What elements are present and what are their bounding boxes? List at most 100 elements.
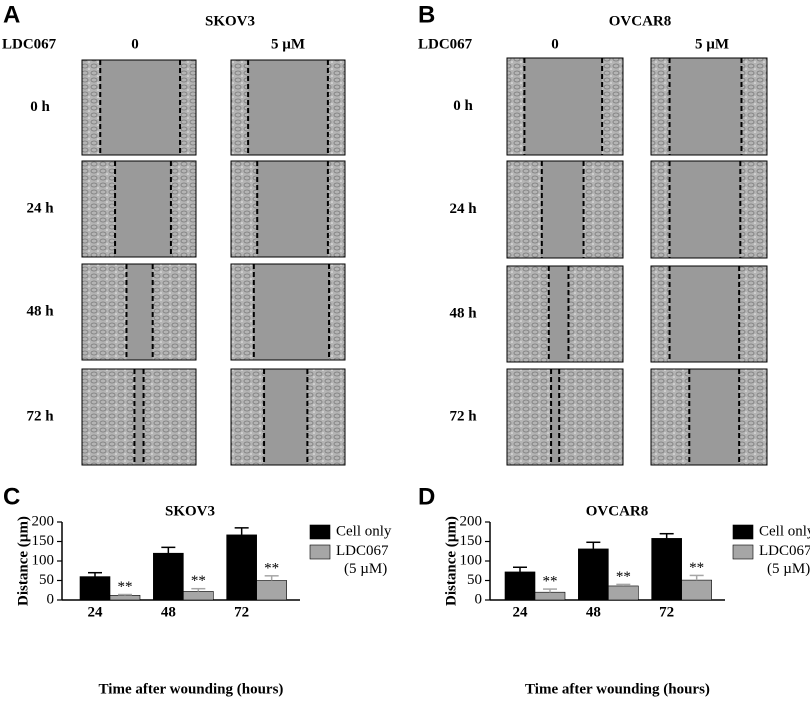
legend-line: LDC067 — [336, 543, 389, 559]
error-bar — [543, 588, 557, 593]
column-header: 5 µM — [271, 36, 305, 52]
panel-label: B — [418, 1, 435, 28]
error-bar — [513, 566, 527, 572]
bar — [534, 591, 566, 601]
significance: ** — [264, 560, 279, 576]
wound-area — [689, 369, 740, 465]
row-label: 0 h — [453, 98, 473, 114]
wound-area — [551, 369, 560, 465]
significance: ** — [118, 579, 133, 595]
error-bar — [616, 583, 631, 586]
legend-swatch — [309, 544, 331, 560]
y-tick-label: 50 — [39, 572, 54, 588]
row-header: LDC067 — [418, 36, 473, 52]
y-tick-label: 150 — [32, 533, 55, 549]
wound-area — [669, 266, 740, 362]
error-bar — [88, 571, 102, 577]
y-tick-label: 200 — [460, 513, 483, 529]
chart-title: OVCAR8 — [586, 503, 649, 519]
wound-area — [669, 58, 742, 155]
legend-line: LDC067 — [759, 543, 810, 559]
legend-label: Cell only — [759, 523, 810, 539]
error-bar — [234, 527, 249, 535]
bar — [608, 585, 639, 601]
micrograph — [506, 368, 624, 466]
wound-area — [115, 161, 171, 257]
wound-area — [264, 369, 308, 465]
wound-area — [100, 60, 181, 155]
y-tick-label: 0 — [47, 591, 55, 607]
row-label: 48 h — [26, 303, 54, 319]
row-label: 72 h — [449, 408, 477, 424]
row-label: 24 h — [26, 200, 54, 216]
error-bar — [264, 575, 279, 581]
wound-area — [134, 369, 144, 465]
x-tick-label: 24 — [513, 604, 529, 620]
error-bar — [191, 587, 206, 592]
legend-swatch — [309, 524, 331, 540]
bar — [183, 591, 214, 601]
significance: ** — [689, 560, 704, 576]
column-header: 0 — [551, 36, 559, 52]
x-tick-label: 72 — [234, 604, 249, 620]
x-axis-label: Time after wounding (hours) — [525, 681, 710, 697]
y-axis-label: Distance (µm) — [443, 516, 459, 606]
y-tick-label: 150 — [460, 533, 483, 549]
error-bar — [659, 532, 674, 539]
x-tick-label: 48 — [161, 604, 176, 620]
wound-area — [248, 60, 328, 155]
x-tick-label: 72 — [659, 604, 674, 620]
legend-line: (5 µM) — [344, 561, 387, 577]
column-header: 5 µM — [695, 36, 729, 52]
panel-title: OVCAR8 — [609, 13, 672, 29]
bar — [504, 571, 536, 601]
bar — [681, 579, 712, 601]
panel-label: C — [3, 483, 20, 510]
panel-label: D — [418, 483, 435, 510]
chart-title: SKOV3 — [165, 503, 215, 519]
x-tick-label: 24 — [88, 604, 104, 620]
y-tick-label: 50 — [467, 572, 482, 588]
y-tick-label: 200 — [32, 513, 55, 529]
bar — [651, 538, 682, 601]
row-header: LDC067 — [2, 36, 57, 52]
legend-swatch — [732, 524, 754, 540]
significance: ** — [191, 573, 206, 589]
wound-area — [541, 161, 584, 258]
x-tick-label: 48 — [586, 604, 601, 620]
legend-label: LDC067 (5 µM) — [336, 543, 389, 577]
significance: ** — [543, 574, 558, 590]
error-bar — [689, 574, 704, 581]
wound-area — [257, 161, 328, 257]
wound-area — [669, 161, 741, 258]
wound-area — [524, 58, 603, 155]
legend-swatch — [732, 544, 754, 560]
column-header: 0 — [131, 36, 139, 52]
wound-area — [548, 266, 569, 362]
significance: ** — [616, 569, 631, 585]
panel-title: SKOV3 — [205, 13, 255, 29]
legend-line: (5 µM) — [767, 561, 810, 577]
legend-label: Cell only — [336, 523, 392, 539]
bar — [256, 580, 287, 601]
row-label: 0 h — [30, 99, 50, 115]
y-tick-label: 100 — [32, 552, 55, 568]
y-tick-label: 100 — [460, 552, 483, 568]
row-label: 24 h — [449, 201, 477, 217]
error-bar — [161, 546, 176, 554]
legend-label: LDC067 (5 µM) — [759, 543, 810, 577]
y-tick-label: 0 — [475, 591, 483, 607]
error-bar — [118, 593, 132, 596]
x-axis-label: Time after wounding (hours) — [99, 681, 284, 697]
bar — [226, 534, 257, 601]
bar — [153, 552, 184, 601]
bar — [79, 576, 111, 601]
y-axis-label: Distance (µm) — [15, 516, 31, 606]
row-label: 72 h — [26, 408, 54, 424]
wound-area — [253, 264, 330, 360]
wound-area — [126, 264, 153, 360]
bar — [578, 548, 609, 601]
row-label: 48 h — [449, 305, 477, 321]
panel-label: A — [3, 1, 20, 28]
